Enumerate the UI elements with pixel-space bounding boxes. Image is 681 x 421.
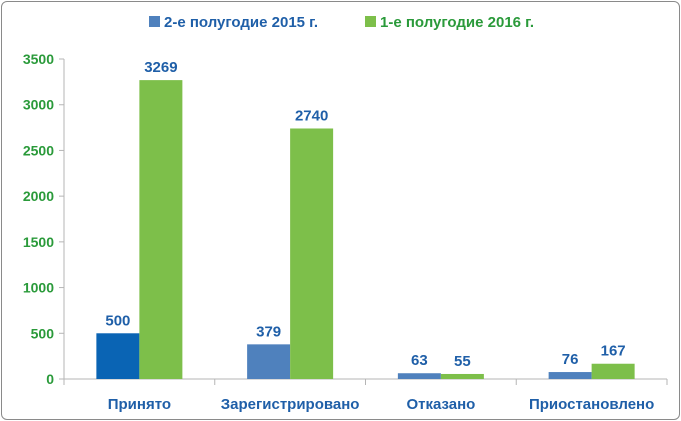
data-label: 500 xyxy=(105,312,130,329)
legend-label: 1-е полугодие 2016 г. xyxy=(380,14,534,31)
y-tick-label: 2500 xyxy=(23,142,54,158)
bar xyxy=(397,373,441,379)
y-tick-label: 1500 xyxy=(23,234,54,250)
data-labels: 500 379 63 76 3269 2740 55 167 xyxy=(105,59,625,370)
x-tick-label: Отказано xyxy=(406,396,475,413)
bar xyxy=(96,333,140,379)
data-label: 167 xyxy=(601,343,626,360)
y-tick-label: 2000 xyxy=(23,188,54,204)
y-tick-label: 3500 xyxy=(23,51,54,67)
data-label: 2740 xyxy=(295,107,328,124)
bar xyxy=(440,373,484,379)
data-label: 76 xyxy=(562,351,579,368)
bar xyxy=(247,344,291,379)
legend-swatch xyxy=(365,16,376,27)
y-tick-label: 3000 xyxy=(23,97,54,113)
y-tick-label: 0 xyxy=(46,371,54,387)
data-label: 55 xyxy=(454,353,471,370)
bar xyxy=(548,372,592,379)
y-tick-label: 500 xyxy=(31,325,55,341)
x-tick-label: Приостановлено xyxy=(529,396,654,413)
bar xyxy=(591,363,635,379)
legend-label: 2-е полугодие 2015 г. xyxy=(164,14,318,31)
legend-swatch xyxy=(149,16,160,27)
y-tick-label: 1000 xyxy=(23,280,54,296)
data-label: 379 xyxy=(256,323,281,340)
bars xyxy=(96,80,635,380)
bar xyxy=(139,80,183,380)
y-axis: 0 500 1000 1500 2000 2500 3000 3500 xyxy=(23,51,65,387)
x-tick-label: Принято xyxy=(108,396,171,413)
x-axis: Принято Зарегистрировано Отказано Приостано… xyxy=(63,378,668,413)
data-label: 3269 xyxy=(144,59,177,76)
x-tick-label: Зарегистрировано xyxy=(221,396,360,413)
legend: 2-е полугодие 2015 г. 1-е полугодие 2016 … xyxy=(149,14,534,31)
data-label: 63 xyxy=(411,352,428,369)
bar xyxy=(290,128,334,379)
